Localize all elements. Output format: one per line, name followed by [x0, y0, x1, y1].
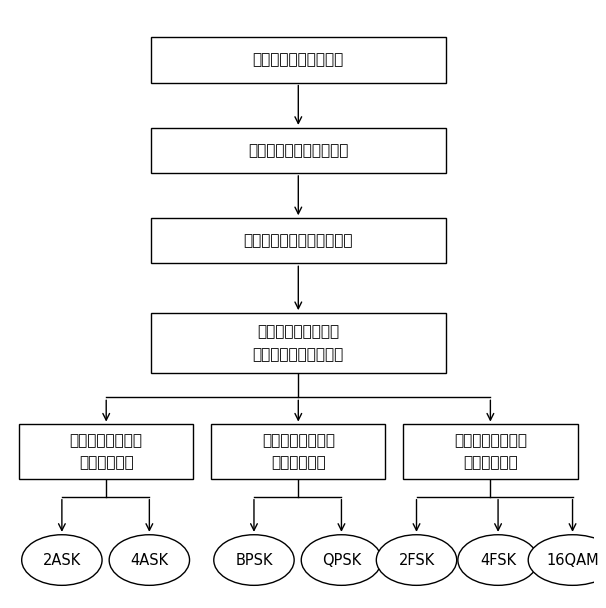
Text: 2ASK: 2ASK	[43, 553, 81, 567]
FancyBboxPatch shape	[150, 38, 446, 83]
Ellipse shape	[528, 535, 606, 586]
Text: 频移键控调制方式
判断输出模块: 频移键控调制方式 判断输出模块	[454, 433, 527, 470]
FancyBboxPatch shape	[403, 424, 578, 478]
FancyBboxPatch shape	[150, 128, 446, 173]
Ellipse shape	[214, 535, 294, 586]
FancyBboxPatch shape	[150, 313, 446, 373]
Text: 数字调制信号接收模块: 数字调制信号接收模块	[253, 52, 344, 67]
Text: BPSK: BPSK	[235, 553, 273, 567]
Text: 4FSK: 4FSK	[480, 553, 516, 567]
Text: 振幅键控调制方式
判断输出模块: 振幅键控调制方式 判断输出模块	[70, 433, 142, 470]
FancyBboxPatch shape	[150, 218, 446, 263]
Ellipse shape	[109, 535, 190, 586]
FancyBboxPatch shape	[19, 424, 193, 478]
FancyBboxPatch shape	[211, 424, 385, 478]
Text: 基本调制方式与详细
调制方式条件判断模块: 基本调制方式与详细 调制方式条件判断模块	[253, 325, 344, 362]
Ellipse shape	[22, 535, 102, 586]
Ellipse shape	[376, 535, 457, 586]
Text: 2FSK: 2FSK	[398, 553, 435, 567]
Text: 相移键控调制方式
判断输出模块: 相移键控调制方式 判断输出模块	[262, 433, 335, 470]
Text: QPSK: QPSK	[322, 553, 361, 567]
Text: 16QAM: 16QAM	[546, 553, 599, 567]
Text: 调制方式特征参数提取模块: 调制方式特征参数提取模块	[244, 233, 353, 248]
Ellipse shape	[458, 535, 538, 586]
Text: 4ASK: 4ASK	[130, 553, 168, 567]
Ellipse shape	[301, 535, 382, 586]
Text: 瞬时特征归一化处理模块: 瞬时特征归一化处理模块	[248, 143, 348, 158]
